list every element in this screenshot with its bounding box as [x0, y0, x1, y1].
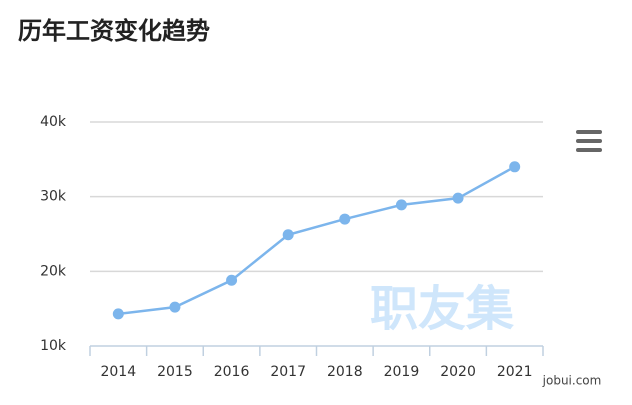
data-point: [509, 161, 521, 173]
menu-button[interactable]: [576, 130, 602, 152]
watermark: 职友集: [370, 281, 514, 337]
x-tick-label: 2015: [157, 364, 193, 380]
x-tick-label: 2014: [100, 364, 136, 380]
data-point: [226, 274, 238, 286]
x-tick-label: 2019: [384, 364, 420, 380]
series-line: [118, 165, 516, 316]
chart-title: 历年工资变化趋势: [18, 17, 210, 45]
y-tick-label: 10k: [40, 338, 67, 354]
menu-bar: [576, 148, 602, 152]
menu-bar: [576, 130, 602, 134]
menu-bar: [576, 139, 602, 143]
y-tick-label: 40k: [40, 114, 67, 130]
source: jobui.com: [542, 374, 602, 388]
data-point: [282, 229, 294, 241]
data-point: [395, 199, 407, 211]
x-tick-label: 2016: [214, 364, 250, 380]
y-tick-label: 30k: [40, 189, 67, 205]
data-point: [452, 192, 464, 204]
x-tick-label: 2018: [327, 364, 363, 380]
x-tick-label: 2021: [497, 364, 533, 380]
x-tick-label: 2017: [270, 364, 306, 380]
data-point: [339, 213, 351, 225]
data-point: [169, 301, 181, 313]
x-tick-label: 2020: [440, 364, 476, 380]
data-point: [112, 308, 124, 320]
y-tick-label: 20k: [40, 263, 67, 279]
